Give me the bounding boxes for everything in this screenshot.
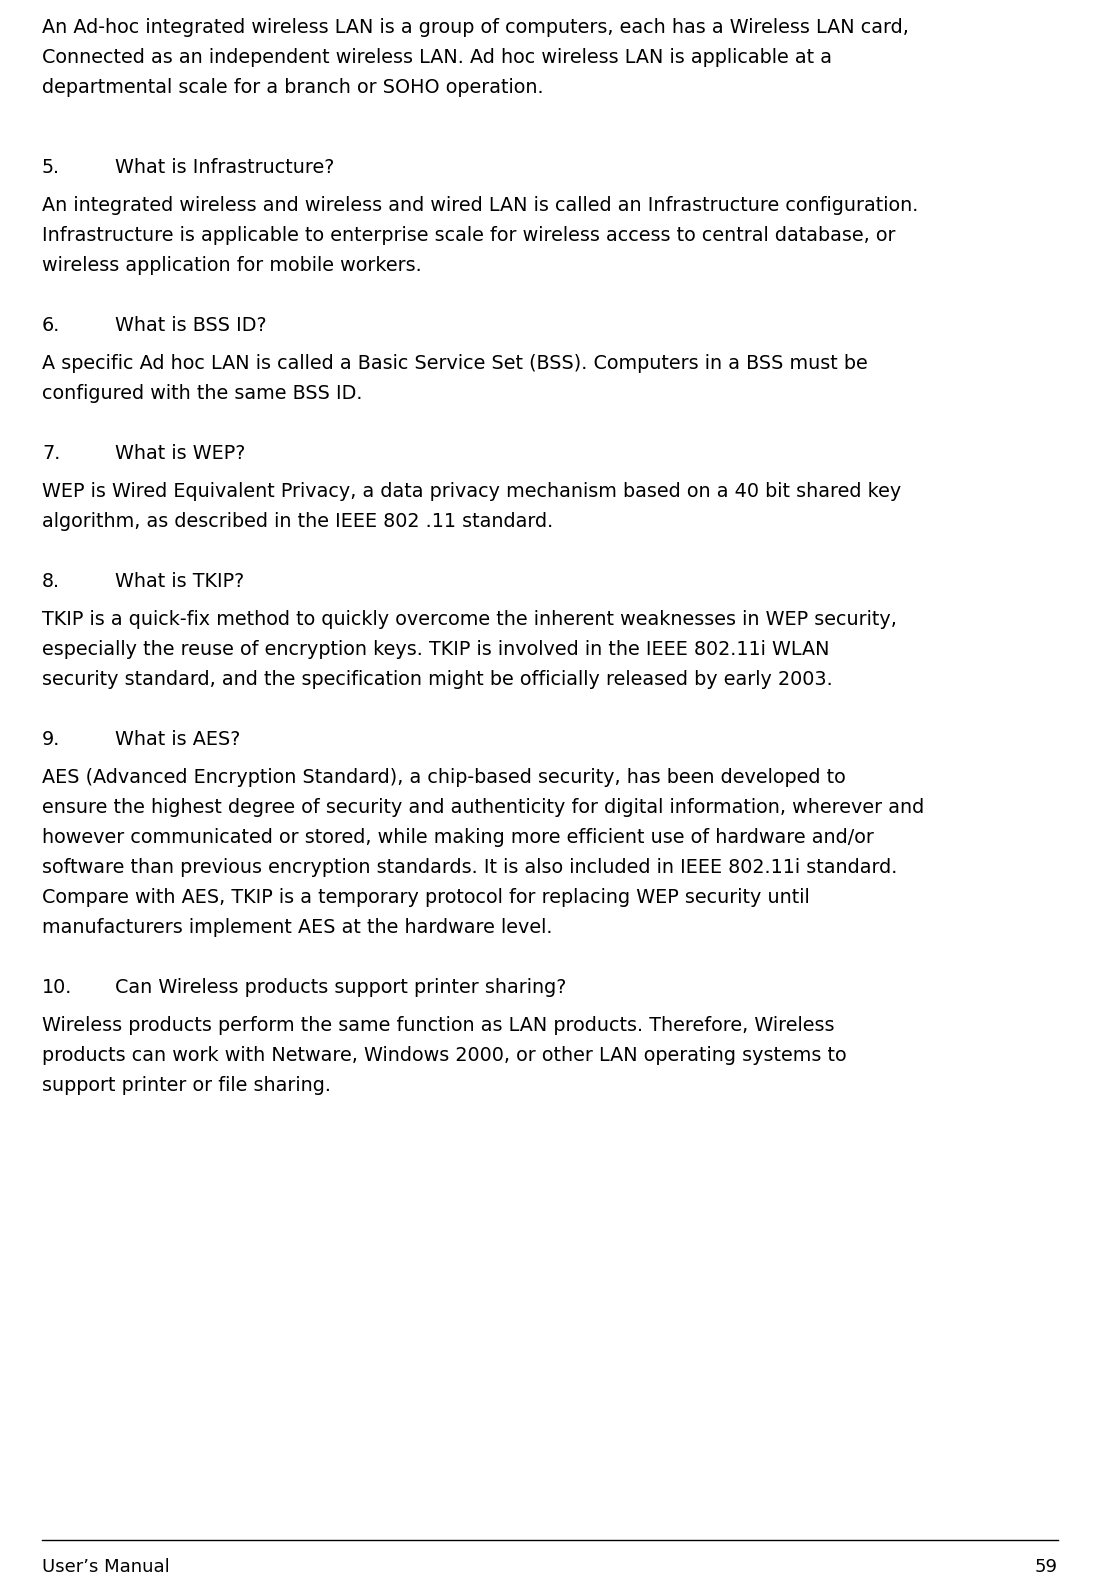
Text: 7.: 7. (42, 443, 60, 462)
Text: wireless application for mobile workers.: wireless application for mobile workers. (42, 256, 421, 275)
Text: WEP is Wired Equivalent Privacy, a data privacy mechanism based on a 40 bit shar: WEP is Wired Equivalent Privacy, a data … (42, 481, 901, 500)
Text: An Ad-hoc integrated wireless LAN is a group of computers, each has a Wireless L: An Ad-hoc integrated wireless LAN is a g… (42, 17, 909, 36)
Text: 8.: 8. (42, 571, 60, 592)
Text: departmental scale for a branch or SOHO operation.: departmental scale for a branch or SOHO … (42, 77, 543, 96)
Text: TKIP is a quick-fix method to quickly overcome the inherent weaknesses in WEP se: TKIP is a quick-fix method to quickly ov… (42, 611, 896, 630)
Text: however communicated or stored, while making more efficient use of hardware and/: however communicated or stored, while ma… (42, 828, 873, 847)
Text: AES (Advanced Encryption Standard), a chip-based security, has been developed to: AES (Advanced Encryption Standard), a ch… (42, 768, 846, 787)
Text: Connected as an independent wireless LAN. Ad hoc wireless LAN is applicable at a: Connected as an independent wireless LAN… (42, 47, 832, 66)
Text: What is BSS ID?: What is BSS ID? (116, 316, 266, 335)
Text: What is Infrastructure?: What is Infrastructure? (116, 158, 334, 177)
Text: manufacturers implement AES at the hardware level.: manufacturers implement AES at the hardw… (42, 918, 552, 937)
Text: 59: 59 (1035, 1557, 1058, 1576)
Text: software than previous encryption standards. It is also included in IEEE 802.11i: software than previous encryption standa… (42, 858, 898, 877)
Text: Compare with AES, TKIP is a temporary protocol for replacing WEP security until: Compare with AES, TKIP is a temporary pr… (42, 888, 810, 907)
Text: support printer or file sharing.: support printer or file sharing. (42, 1076, 331, 1095)
Text: Wireless products perform the same function as LAN products. Therefore, Wireless: Wireless products perform the same funct… (42, 1016, 835, 1035)
Text: What is AES?: What is AES? (116, 731, 241, 750)
Text: What is WEP?: What is WEP? (116, 443, 245, 462)
Text: especially the reuse of encryption keys. TKIP is involved in the IEEE 802.11i WL: especially the reuse of encryption keys.… (42, 641, 829, 660)
Text: 6.: 6. (42, 316, 60, 335)
Text: Infrastructure is applicable to enterprise scale for wireless access to central : Infrastructure is applicable to enterpri… (42, 226, 895, 245)
Text: 5.: 5. (42, 158, 60, 177)
Text: ensure the highest degree of security and authenticity for digital information, : ensure the highest degree of security an… (42, 798, 924, 817)
Text: A specific Ad hoc LAN is called a Basic Service Set (BSS). Computers in a BSS mu: A specific Ad hoc LAN is called a Basic … (42, 353, 868, 372)
Text: configured with the same BSS ID.: configured with the same BSS ID. (42, 383, 363, 402)
Text: What is TKIP?: What is TKIP? (116, 571, 244, 592)
Text: User’s Manual: User’s Manual (42, 1557, 169, 1576)
Text: An integrated wireless and wireless and wired LAN is called an Infrastructure co: An integrated wireless and wireless and … (42, 196, 918, 215)
Text: security standard, and the specification might be officially released by early 2: security standard, and the specification… (42, 671, 833, 690)
Text: products can work with Netware, Windows 2000, or other LAN operating systems to: products can work with Netware, Windows … (42, 1046, 847, 1065)
Text: 9.: 9. (42, 731, 60, 750)
Text: algorithm, as described in the IEEE 802 .11 standard.: algorithm, as described in the IEEE 802 … (42, 511, 553, 532)
Text: 10.: 10. (42, 978, 73, 997)
Text: Can Wireless products support printer sharing?: Can Wireless products support printer sh… (116, 978, 566, 997)
